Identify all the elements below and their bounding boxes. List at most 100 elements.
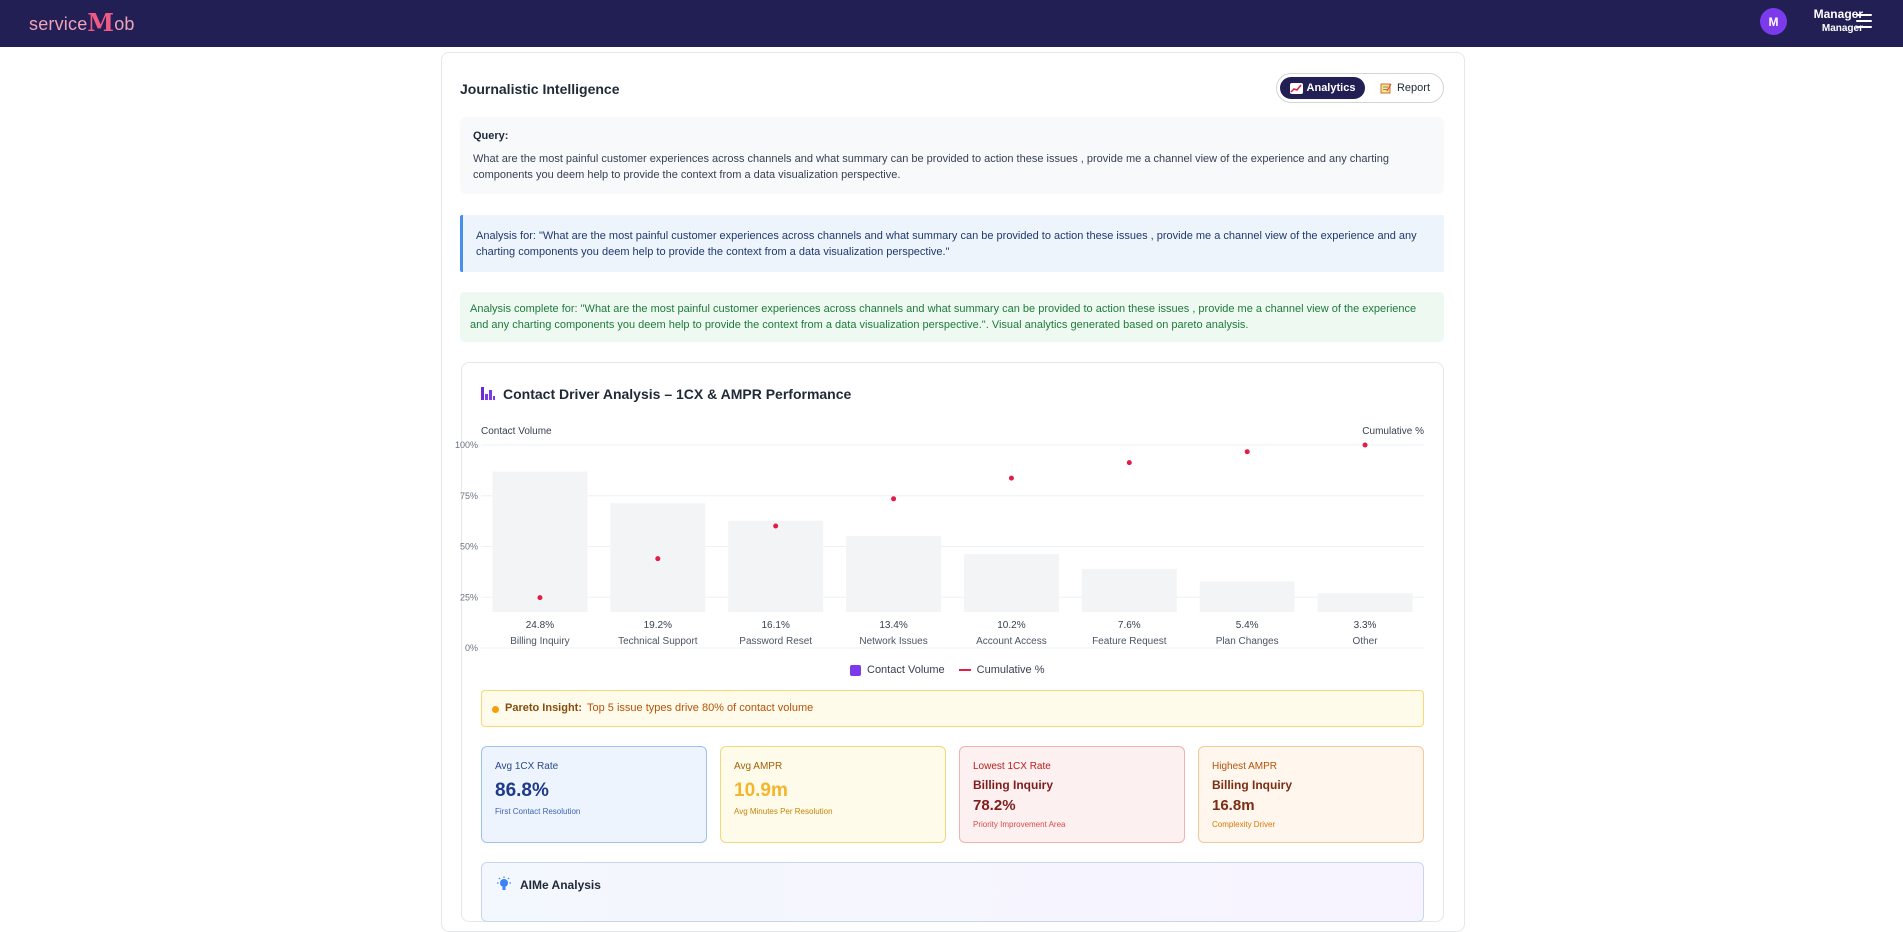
x-tick-label: Account Access — [976, 636, 1047, 647]
bar-value-label: 7.6% — [1118, 620, 1141, 631]
y-axis-ticks: 100% 75% 50% 25% 0% — [455, 440, 478, 653]
cumulative-point — [1362, 442, 1368, 448]
query-label: Query: — [473, 130, 509, 142]
y-tick-label: 75% — [460, 491, 478, 501]
top-navbar: serviceMob M Manager Manager — [0, 0, 1903, 47]
legend-label-volume: Contact Volume — [867, 664, 945, 676]
chart-legend: Contact Volume Cumulative % — [850, 663, 1045, 677]
tab-analytics[interactable]: Analytics — [1280, 77, 1365, 99]
kpi-lowest-1cx: Lowest 1CX Rate Billing Inquiry 78.2% Pr… — [959, 746, 1185, 843]
view-toggle: Analytics Report — [1276, 73, 1444, 103]
cumulative-point — [1244, 449, 1250, 455]
bar-value-label: 3.3% — [1354, 620, 1377, 631]
cumulative-point — [891, 496, 897, 502]
y-tick-label: 0% — [465, 643, 478, 653]
kpi-subtext: First Contact Resolution — [495, 807, 581, 816]
x-tick-label: Network Issues — [859, 636, 927, 647]
user-avatar[interactable]: M — [1760, 8, 1787, 35]
cumulative-point — [1126, 460, 1132, 466]
logo-mark: M — [87, 8, 115, 37]
cumulative-point — [655, 556, 661, 562]
logo-prefix: service — [29, 14, 88, 34]
insight-text: Top 5 issue types drive 80% of contact v… — [587, 702, 814, 714]
bar-chart-icon — [481, 387, 495, 400]
cumulative-points — [537, 442, 1368, 601]
y-tick-label: 100% — [455, 440, 478, 450]
cumulative-point — [1008, 475, 1014, 481]
bar-value-label: 24.8% — [526, 620, 554, 631]
kpi-value: 78.2% — [973, 797, 1016, 814]
bar-value-label: 16.1% — [762, 620, 790, 631]
x-tick-label: Feature Request — [1092, 636, 1167, 647]
insight-dot-icon — [492, 706, 499, 713]
insight-label: Pareto Insight: — [505, 702, 583, 714]
y-tick-label: 25% — [460, 592, 478, 602]
kpi-label: Avg AMPR — [734, 761, 783, 772]
bar — [1317, 593, 1413, 612]
y-tick-label: 50% — [460, 542, 478, 552]
analysis-complete-banner — [460, 292, 1444, 342]
kpi-value: 10.9m — [734, 780, 788, 801]
bar — [846, 536, 942, 612]
legend-swatch-volume — [850, 664, 861, 676]
y-axis-right-label: Cumulative % — [1362, 426, 1424, 437]
chart-increasing-icon — [1289, 82, 1303, 94]
bar-value-label: 19.2% — [644, 620, 672, 631]
query-text: What are the most painful customer exper… — [473, 153, 1389, 181]
bar — [728, 520, 824, 612]
tab-report-label: Report — [1396, 82, 1431, 94]
kpi-label: Highest AMPR — [1212, 761, 1278, 772]
user-role: Manager — [1821, 23, 1863, 34]
cumulative-point — [537, 595, 543, 601]
kpi-label: Avg 1CX Rate — [495, 761, 559, 772]
kpi-subtext: Avg Minutes Per Resolution — [734, 807, 833, 816]
bar-value-label: 10.2% — [997, 620, 1025, 631]
pareto-insight: Pareto Insight: Top 5 issue types drive … — [481, 690, 1424, 727]
aime-title: AIMe Analysis — [520, 878, 601, 892]
bar — [963, 554, 1059, 612]
x-axis-labels: Billing Inquiry Technical Support Password… — [510, 636, 1378, 647]
x-tick-label: Other — [1353, 636, 1379, 647]
kpi-avg-1cx: Avg 1CX Rate 86.8% First Contact Resolut… — [481, 746, 707, 843]
kpi-name: Billing Inquiry — [1212, 778, 1292, 792]
app-logo[interactable]: serviceMob — [29, 7, 135, 37]
x-tick-label: Password Reset — [739, 636, 812, 647]
tab-analytics-label: Analytics — [1306, 82, 1356, 94]
memo-icon — [1380, 83, 1393, 94]
legend-swatch-cumulative — [958, 669, 971, 671]
analysis-for-banner — [460, 215, 1444, 272]
x-tick-label: Technical Support — [618, 636, 698, 647]
kpi-subtext: Priority Improvement Area — [973, 820, 1066, 829]
bar-value-labels: 24.8% 19.2% 16.1% 13.4% 10.2% 7.6% 5.4% 3.3% — [526, 620, 1377, 631]
kpi-subtext: Complexity Driver — [1212, 820, 1276, 829]
cumulative-point — [773, 523, 779, 529]
analysis-for-text: Analysis for: "What are the most painful… — [476, 230, 1417, 258]
bar — [1081, 568, 1177, 612]
hamburger-menu-icon[interactable] — [1856, 14, 1872, 28]
legend-label-cumulative: Cumulative % — [976, 664, 1045, 676]
tab-report[interactable]: Report — [1369, 77, 1441, 99]
y-axis-left-label: Contact Volume — [481, 426, 552, 437]
bars — [492, 471, 1413, 612]
kpi-avg-ampr: Avg AMPR 10.9m Avg Minutes Per Resolutio… — [720, 746, 946, 843]
bar-value-label: 13.4% — [879, 620, 907, 631]
x-tick-label: Billing Inquiry — [510, 636, 569, 647]
kpi-name: Billing Inquiry — [973, 778, 1053, 792]
user-name[interactable]: Manager — [1813, 7, 1863, 21]
query-box — [460, 117, 1444, 194]
chart-title: Contact Driver Analysis – 1CX & AMPR Per… — [503, 386, 852, 402]
logo-suffix: ob — [114, 14, 135, 34]
kpi-label: Lowest 1CX Rate — [973, 761, 1051, 772]
x-tick-label: Plan Changes — [1216, 636, 1279, 647]
kpi-highest-ampr: Highest AMPR Billing Inquiry 16.8m Compl… — [1198, 746, 1424, 843]
kpi-value: 16.8m — [1212, 797, 1255, 814]
bar — [492, 471, 588, 612]
aime-analysis-panel — [481, 862, 1424, 922]
bar-value-label: 5.4% — [1236, 620, 1259, 631]
pareto-chart: Contact Volume Cumulative % 100% 75% 50% 25… — [455, 426, 1424, 653]
lightbulb-icon — [497, 876, 511, 890]
analysis-complete-text: Analysis complete for: "What are the mos… — [470, 303, 1417, 331]
page-title: Journalistic Intelligence — [460, 81, 620, 97]
kpi-value: 86.8% — [495, 780, 549, 801]
bar — [1199, 581, 1295, 612]
